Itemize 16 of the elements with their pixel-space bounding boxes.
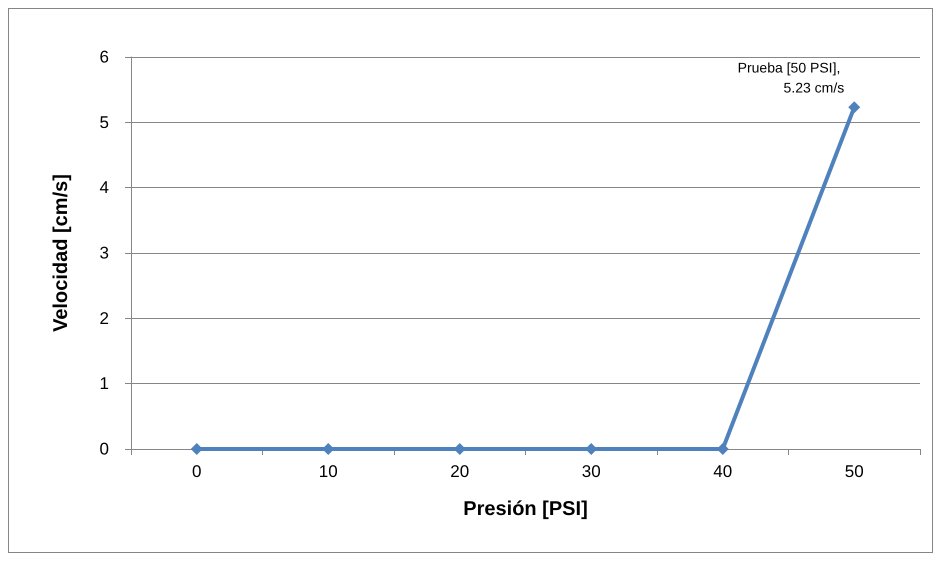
y-tick-label: 3 [100, 244, 109, 262]
y-tick-label: 5 [100, 112, 109, 132]
y-tick-label: 1 [100, 374, 109, 394]
annotation: Prueba [50 PSI], 5.23 cm/s [738, 59, 844, 96]
y-tick-label: 4 [100, 178, 109, 198]
x-tick-label: 0 [192, 462, 202, 481]
y-axis-title: Velocidad [cm/s] [50, 174, 72, 332]
y-tick-label: 6 [100, 48, 109, 66]
x-tick-label: 50 [844, 462, 864, 481]
y-tick-label: 2 [100, 308, 109, 328]
x-tick-label: 10 [318, 462, 338, 481]
x-tick-label: 40 [713, 462, 732, 481]
x-axis-title: Presión [PSI] [463, 498, 588, 520]
x-tick-label: 30 [582, 462, 601, 481]
x-tick-label: 20 [450, 462, 470, 481]
y-tick-label: 0 [100, 440, 109, 458]
